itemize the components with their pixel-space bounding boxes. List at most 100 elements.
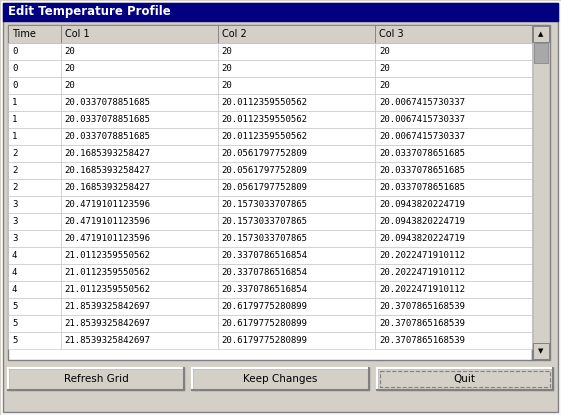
Text: 20: 20 (65, 64, 75, 73)
Text: 20.0112359550562: 20.0112359550562 (222, 132, 308, 141)
Bar (61, 43, 218, 60)
Text: 4: 4 (12, 268, 17, 277)
Bar (8, 25, 61, 43)
Text: 20.1573033707865: 20.1573033707865 (222, 217, 308, 226)
Text: 20.0337078651685: 20.0337078651685 (379, 166, 465, 175)
Bar (218, 128, 375, 145)
Text: Quit: Quit (454, 374, 476, 384)
Text: 0: 0 (12, 81, 17, 90)
Bar (532, 25, 550, 360)
Text: 20.3707865168539: 20.3707865168539 (379, 302, 465, 311)
Bar (8, 368, 185, 390)
Text: 20: 20 (222, 47, 232, 56)
Text: 3: 3 (12, 234, 17, 243)
Bar (375, 145, 532, 162)
Text: 20.0561797752809: 20.0561797752809 (222, 149, 308, 158)
Bar (8, 60, 61, 77)
Text: 20: 20 (65, 81, 75, 90)
Bar (375, 43, 532, 60)
Bar (61, 332, 218, 349)
Bar (218, 281, 375, 298)
Bar (375, 298, 532, 315)
Bar (61, 196, 218, 213)
Bar (8, 230, 61, 247)
Bar (375, 230, 532, 247)
Text: 20.0067415730337: 20.0067415730337 (379, 98, 465, 107)
Text: Time: Time (12, 29, 36, 39)
Bar (375, 128, 532, 145)
Bar (8, 247, 61, 264)
Bar (61, 315, 218, 332)
Text: 20: 20 (379, 47, 389, 56)
Text: 20.0337078851685: 20.0337078851685 (65, 115, 150, 124)
Bar (8, 264, 61, 281)
Text: 4: 4 (12, 285, 17, 294)
Text: 20.0561797752809: 20.0561797752809 (222, 183, 308, 192)
Bar (61, 230, 218, 247)
Text: 20: 20 (379, 64, 389, 73)
Bar (218, 60, 375, 77)
Text: 3: 3 (12, 200, 17, 209)
Bar (61, 247, 218, 264)
Bar (61, 264, 218, 281)
Bar (61, 128, 218, 145)
Bar (534, 43, 548, 63)
Bar (218, 298, 375, 315)
Text: 20.2022471910112: 20.2022471910112 (379, 251, 465, 260)
Bar (8, 315, 61, 332)
Text: 20: 20 (222, 81, 232, 90)
Bar (375, 179, 532, 196)
Text: 4: 4 (12, 251, 17, 260)
Text: 5: 5 (12, 302, 17, 311)
Bar (8, 25, 532, 360)
Bar (61, 94, 218, 111)
Bar (218, 247, 375, 264)
Text: ▼: ▼ (539, 348, 544, 354)
Bar (375, 213, 532, 230)
Text: 20.6179775280899: 20.6179775280899 (222, 336, 308, 345)
Text: 2: 2 (12, 149, 17, 158)
Text: 20: 20 (65, 47, 75, 56)
Bar (8, 77, 61, 94)
Text: 20.3370786516854: 20.3370786516854 (222, 251, 308, 260)
Text: 20.1685393258427: 20.1685393258427 (65, 183, 150, 192)
Bar (8, 94, 61, 111)
Text: 20.0561797752809: 20.0561797752809 (222, 166, 308, 175)
Text: 20.3370786516854: 20.3370786516854 (222, 268, 308, 277)
Text: 20.0067415730337: 20.0067415730337 (379, 132, 465, 141)
Text: 20.4719101123596: 20.4719101123596 (65, 217, 150, 226)
Bar (61, 60, 218, 77)
Bar (218, 213, 375, 230)
Bar (375, 77, 532, 94)
Bar (8, 111, 61, 128)
Text: 20.0112359550562: 20.0112359550562 (222, 98, 308, 107)
Text: 20.3707865168539: 20.3707865168539 (379, 336, 465, 345)
Text: 20.1685393258427: 20.1685393258427 (65, 149, 150, 158)
Bar (218, 162, 375, 179)
Text: 1: 1 (12, 115, 17, 124)
Bar (218, 315, 375, 332)
Bar (8, 145, 61, 162)
Text: Refresh Grid: Refresh Grid (64, 374, 128, 384)
Text: 20.1573033707865: 20.1573033707865 (222, 200, 308, 209)
Bar (8, 332, 61, 349)
Text: 20.0112359550562: 20.0112359550562 (222, 115, 308, 124)
Text: 0: 0 (12, 64, 17, 73)
Text: 21.0112359550562: 21.0112359550562 (65, 285, 150, 294)
Text: 5: 5 (12, 319, 17, 328)
Text: 20.1573033707865: 20.1573033707865 (222, 234, 308, 243)
Text: Keep Changes: Keep Changes (243, 374, 318, 384)
Bar (8, 162, 61, 179)
Bar (8, 196, 61, 213)
Bar (375, 60, 532, 77)
Text: 20.0943820224719: 20.0943820224719 (379, 217, 465, 226)
Bar (8, 179, 61, 196)
Bar (375, 281, 532, 298)
Bar (61, 298, 218, 315)
Bar (375, 315, 532, 332)
Bar (218, 179, 375, 196)
Text: 20.0337078651685: 20.0337078651685 (379, 149, 465, 158)
Bar (218, 25, 375, 43)
Bar (375, 247, 532, 264)
Bar (375, 264, 532, 281)
